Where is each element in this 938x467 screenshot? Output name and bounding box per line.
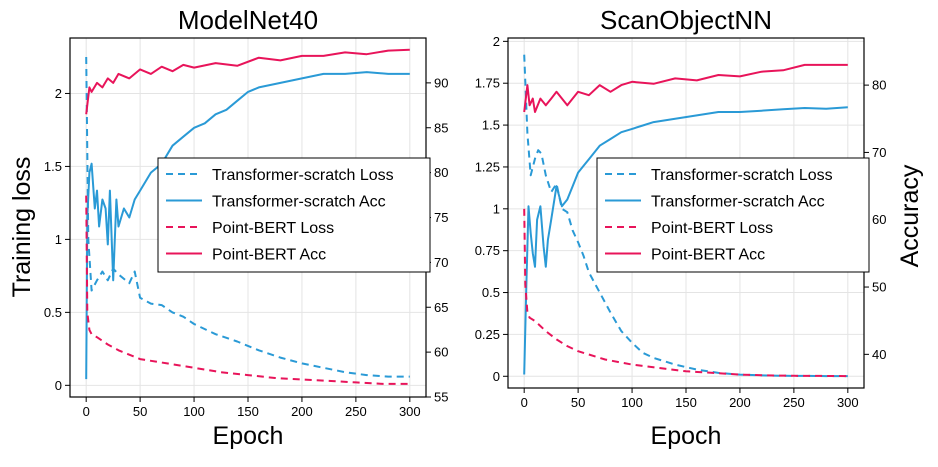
x-axis-label: Epoch — [651, 422, 722, 450]
y2-tick-label: 60 — [434, 345, 448, 360]
y2-tick-label: 65 — [434, 300, 448, 315]
legend-entry: Point-BERT Acc — [212, 247, 326, 264]
series-line-transformer-scratch-acc — [523, 106, 848, 375]
y2-tick-label: 50 — [872, 280, 886, 295]
right-y-axis-label: Accuracy — [896, 164, 924, 267]
legend-entry: Transformer-scratch Acc — [212, 194, 386, 211]
y2-tick-label: 80 — [872, 78, 886, 93]
x-tick-label: 50 — [133, 404, 147, 419]
y-tick-label: 1.5 — [482, 118, 500, 133]
x-axis-label: Epoch — [213, 422, 284, 450]
x-tick-label: 200 — [729, 395, 751, 410]
series-line-transformer-scratch-acc — [85, 71, 410, 380]
y2-tick-label: 40 — [872, 347, 886, 362]
y-tick-label: 0.5 — [44, 305, 62, 320]
y-tick-label: 0.75 — [475, 243, 500, 258]
y-tick-label: 2 — [493, 34, 500, 49]
y2-tick-label: 80 — [434, 165, 448, 180]
y2-tick-label: 85 — [434, 120, 448, 135]
series-line-point-bert-loss — [523, 208, 848, 378]
legend-box — [596, 157, 870, 273]
x-tick-label: 0 — [521, 395, 528, 410]
x-tick-label: 250 — [783, 395, 805, 410]
y2-tick-label: 55 — [434, 390, 448, 405]
chart-title: ScanObjectNN — [600, 5, 772, 35]
x-tick-label: 200 — [291, 404, 313, 419]
y2-tick-label: 70 — [434, 255, 448, 270]
legend-entry: Transformer-scratch Acc — [651, 194, 825, 211]
x-tick-label: 300 — [399, 404, 421, 419]
legend-entry: Point-BERT Loss — [651, 220, 773, 237]
left-y-axis-label: Training loss — [8, 157, 36, 298]
legend: Transformer-scratch Loss Transformer-scra… — [596, 157, 870, 273]
y2-tick-label: 90 — [434, 75, 448, 90]
y-tick-label: 0.5 — [482, 285, 500, 300]
x-tick-label: 250 — [345, 404, 367, 419]
series-line-point-bert-acc — [523, 63, 848, 113]
x-tick-label: 50 — [571, 395, 585, 410]
y-tick-label: 1 — [55, 232, 62, 247]
y-tick-label: 1 — [493, 201, 500, 216]
x-tick-label: 150 — [237, 404, 259, 419]
y-tick-label: 1.25 — [475, 159, 500, 174]
y-tick-label: 1.75 — [475, 76, 500, 91]
y2-tick-label: 70 — [872, 145, 886, 160]
legend-box — [157, 157, 431, 273]
y2-tick-label: 60 — [872, 212, 886, 227]
legend-entry: Transformer-scratch Loss — [212, 167, 394, 184]
x-tick-label: 0 — [83, 404, 90, 419]
x-tick-label: 100 — [621, 395, 643, 410]
x-tick-label: 150 — [675, 395, 697, 410]
y-tick-label: 0.25 — [475, 327, 500, 342]
y-tick-label: 1.5 — [44, 159, 62, 174]
chart-panel-scanobjectnn: 0 50 100 150 200 250 30000.250.50.7511.251.51.… — [475, 5, 887, 450]
y-tick-label: 2 — [55, 86, 62, 101]
chart-title: ModelNet40 — [178, 5, 318, 35]
x-tick-label: 300 — [837, 395, 859, 410]
legend: Transformer-scratch Loss Transformer-scra… — [157, 157, 431, 273]
y2-tick-label: 75 — [434, 210, 448, 225]
series-line-point-bert-loss — [85, 195, 410, 385]
y-tick-label: 0 — [55, 378, 62, 393]
chart-panel-modelnet40: 0 50 100 150 200 250 300 0 0.5 1 1.5 2 55 60 65 70 75 80 8… — [44, 5, 449, 450]
legend-entry: Transformer-scratch Loss — [651, 167, 833, 184]
legend-entry: Point-BERT Loss — [212, 220, 334, 237]
x-tick-label: 100 — [183, 404, 205, 419]
series-line-transformer-scratch-loss — [85, 56, 410, 378]
legend-entry: Point-BERT Acc — [651, 247, 765, 264]
series-line-point-bert-acc — [85, 48, 410, 115]
y-tick-label: 0 — [493, 369, 500, 384]
